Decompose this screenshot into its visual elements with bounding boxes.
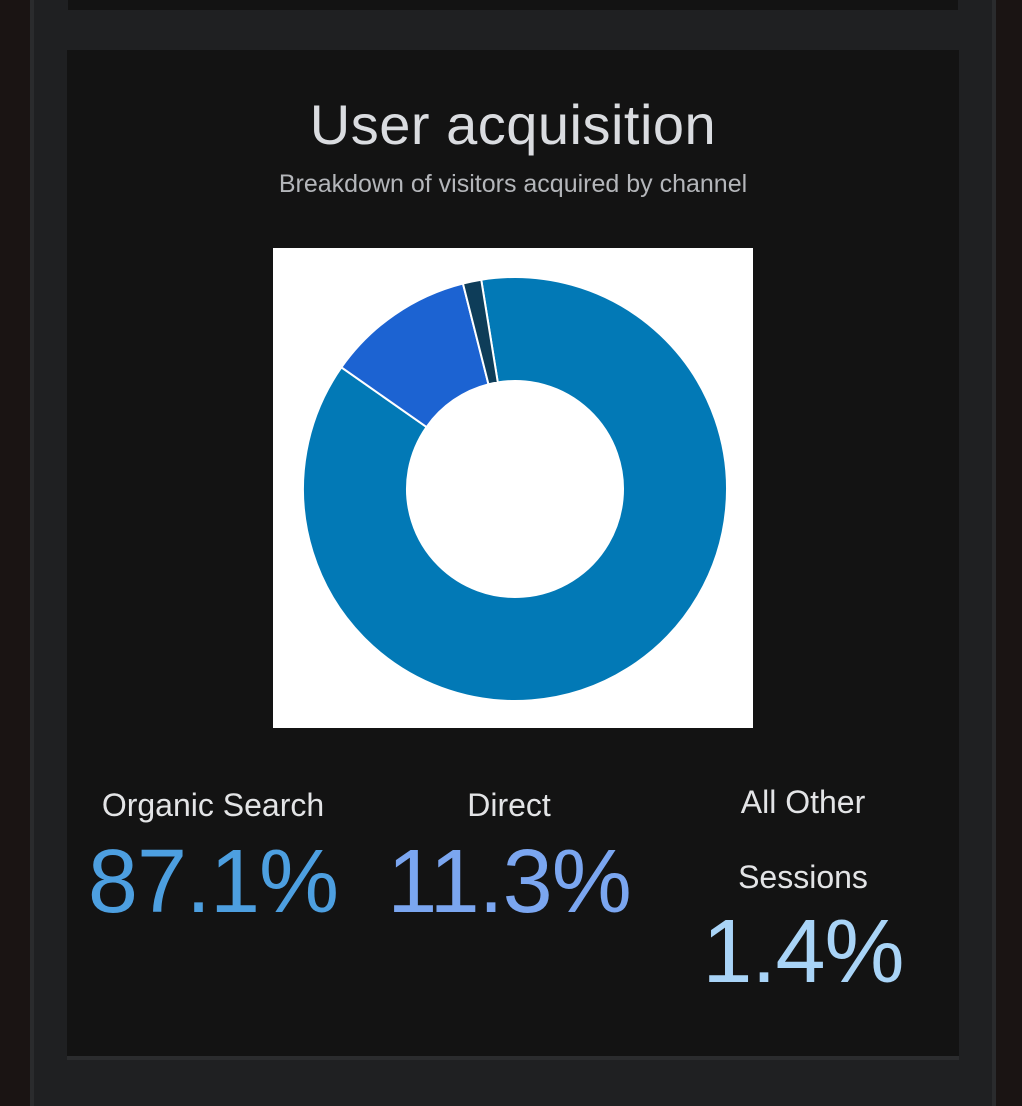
donut-slice-all-other-sessions bbox=[461, 278, 499, 386]
card-bottom-edge bbox=[67, 1056, 959, 1060]
previous-card-edge bbox=[68, 0, 958, 10]
stat-value-all-other-sessions: 1.4% bbox=[702, 902, 904, 1002]
donut-slice-organic-search bbox=[302, 276, 728, 702]
donut-chart bbox=[273, 248, 753, 728]
stat-value-organic-search: 87.1% bbox=[87, 832, 339, 932]
user-acquisition-card: User acquisition Breakdown of visitors a… bbox=[67, 50, 959, 1056]
stat-label-direct: Direct bbox=[467, 787, 551, 823]
frame-rail-left bbox=[30, 0, 34, 1106]
card-subtitle: Breakdown of visitors acquired by channe… bbox=[278, 170, 748, 198]
stat-direct: Direct 11.3% bbox=[379, 785, 639, 927]
stat-all-other-sessions: All Other Sessions 1.4% bbox=[687, 784, 919, 1002]
stat-label-organic-search: Organic Search bbox=[101, 787, 325, 823]
stat-label-all-other-sessions: All Other Sessions bbox=[738, 784, 868, 895]
stat-organic-search: Organic Search 87.1% bbox=[79, 785, 347, 927]
stat-value-direct: 11.3% bbox=[387, 832, 632, 932]
donut-chart-svg bbox=[302, 276, 728, 702]
card-title: User acquisition bbox=[309, 93, 717, 156]
frame-rail-right bbox=[992, 0, 996, 1106]
